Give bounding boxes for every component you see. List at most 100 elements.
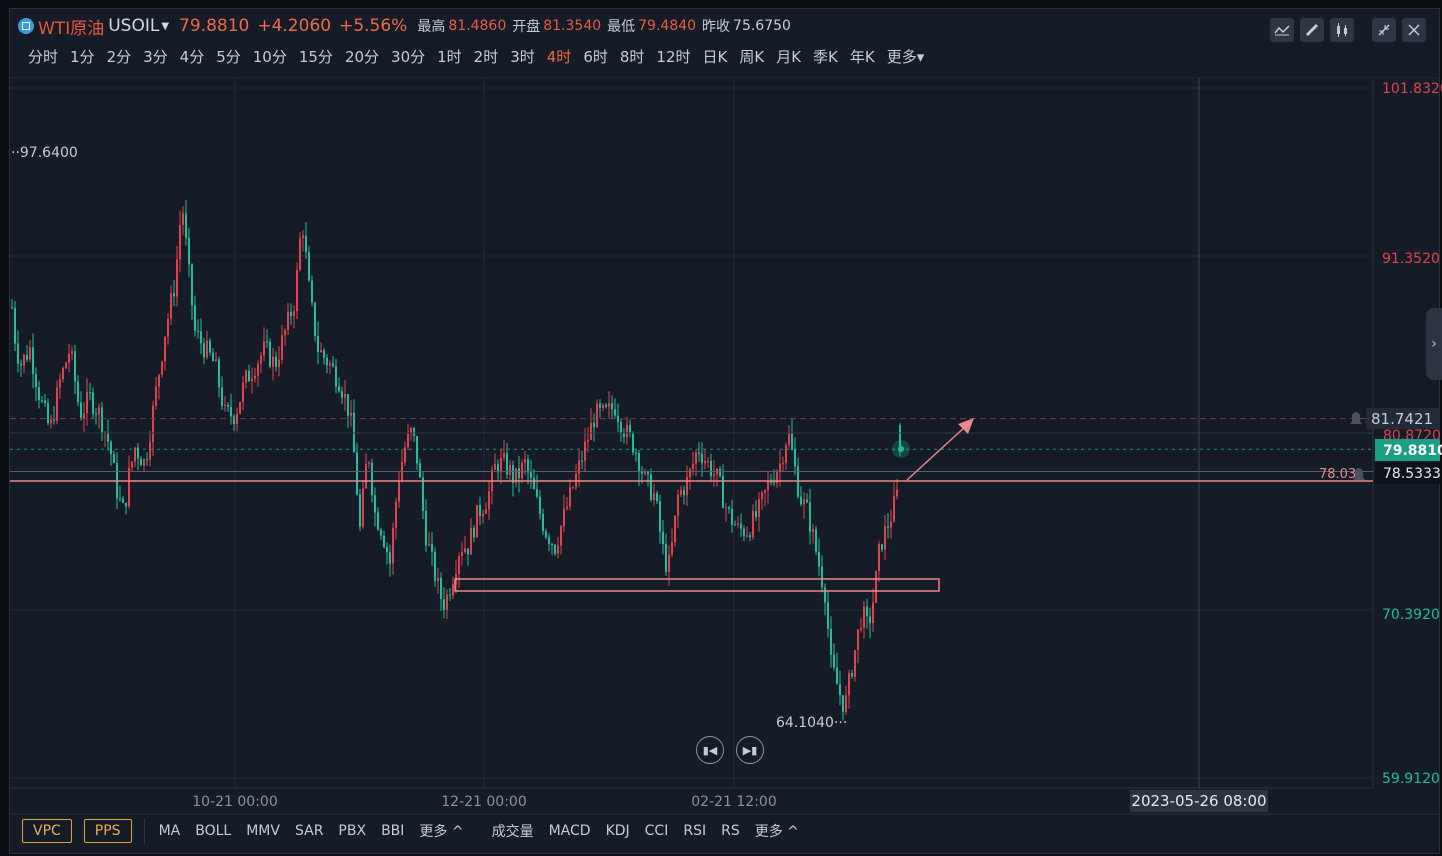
period-tab[interactable]: 月K [776,48,802,66]
candle-body [245,370,247,383]
candle-body [380,529,382,536]
candle-body [506,453,508,475]
period-tab[interactable]: 2时 [473,48,499,66]
indicator-rs[interactable]: RS [721,823,740,839]
candle-body [296,270,298,312]
indicator-cci[interactable]: CCI [644,823,669,839]
period-tab[interactable]: 4时 [546,48,572,66]
candlestick-icon[interactable] [1330,18,1354,42]
indicator-bar: VPC PPS MA BOLL MMV SAR PBX BBI 更多 ^ 成交量… [22,818,814,844]
period-tab[interactable]: 20分 [344,48,380,66]
candle-body [599,403,601,408]
main-indicators-more[interactable]: 更多 ^ [419,824,464,840]
symbol-name[interactable]: WTI原油 [38,18,105,39]
pulse-dot [898,446,904,452]
symbol-icon [18,18,34,34]
candle-body [452,584,454,596]
candle-body [209,340,211,353]
symbol-code[interactable]: USOIL [108,16,160,36]
period-tab[interactable]: 2分 [106,48,132,66]
candle-body [761,492,763,500]
indicator-pbx[interactable]: PBX [338,823,367,839]
period-tab[interactable]: 周K [739,48,765,66]
current-price-box [1375,439,1440,461]
candle-body [332,363,334,367]
candle-body [560,526,562,546]
period-tab[interactable]: 季K [813,48,838,66]
indicator-rsi[interactable]: RSI [683,823,707,839]
candle-body [29,347,31,360]
candle-body [719,468,721,476]
indicator-kdj[interactable]: KDJ [605,823,630,839]
period-tab[interactable]: 8时 [619,48,645,66]
indicator-ma[interactable]: MA [158,823,181,839]
candle-body [818,551,820,567]
pencil-icon[interactable] [1300,18,1324,42]
candle-body [431,543,433,552]
candle-body [890,521,892,528]
indicator-sar[interactable]: SAR [294,823,324,839]
close-icon[interactable] [1402,18,1426,42]
candle-body [647,471,649,475]
prev-step-icon[interactable]: ▮◀ [696,736,724,764]
period-tab[interactable]: 分时 [28,48,59,66]
caret-down-icon[interactable]: ▼ [161,20,170,32]
candle-body [848,673,850,696]
symbol-header: WTI原油 USOIL ▼ 79.8810 +4.2060 +5.56% 最高 … [18,14,797,39]
period-tab[interactable]: 年K [849,48,875,66]
candle-body [392,527,394,564]
period-tab[interactable]: 30分 [391,48,426,66]
indicator-macd[interactable]: MACD [548,823,591,839]
candle-body [74,351,76,382]
candle-body [845,695,847,712]
candle-body [749,535,751,538]
period-tab[interactable]: 日K [702,48,728,66]
candle-body [284,330,286,336]
collapse-icon[interactable] [1372,18,1396,42]
candle-body [731,508,733,525]
period-tab[interactable]: 12时 [656,48,691,66]
candle-body [242,382,244,402]
candle-body [233,416,235,424]
candle-body [485,509,487,514]
candle-body [41,400,43,402]
candle-body [467,548,469,555]
indicator-mmv[interactable]: MMV [246,823,280,839]
candle-body [497,464,499,473]
indicator-volume[interactable]: 成交量 [491,824,534,840]
chevron-right-icon[interactable]: › [1426,308,1442,380]
period-tab[interactable]: 1分 [70,48,95,66]
candle-body [713,474,715,477]
candle-body [794,449,796,467]
next-step-icon[interactable]: ▶▮ [736,736,764,764]
time-tick-label: 12-21 00:00 [441,794,526,810]
indicator-bbi[interactable]: BBI [381,823,405,839]
candle-body [710,460,712,477]
high-value: 81.4860 [448,18,507,34]
period-tab[interactable]: 6时 [583,48,608,66]
candle-body [212,352,214,362]
candle-body [308,252,310,281]
candle-body [875,570,877,603]
period-tab[interactable]: 1时 [437,48,462,66]
candle-body [83,413,85,419]
candle-body [884,526,886,550]
period-tab[interactable]: 5分 [216,48,241,66]
period-tab[interactable]: 10分 [252,48,287,66]
indicator-boll[interactable]: BOLL [195,823,232,839]
vpc-button[interactable]: VPC [22,819,72,843]
pps-button[interactable]: PPS [83,819,132,843]
line-chart-icon[interactable] [1270,18,1294,42]
period-tab[interactable]: 更多▾ [886,48,925,66]
period-tab[interactable]: 4分 [179,48,205,66]
period-tab[interactable]: 3分 [143,48,168,66]
period-tab[interactable]: 15分 [298,48,333,66]
candle-body [449,594,451,596]
candle-body [14,307,16,344]
sub-indicators-more[interactable]: 更多 ^ [754,824,799,840]
candle-body [302,235,304,238]
candle-body [317,335,319,353]
period-tab[interactable]: 3时 [510,48,535,66]
candle-body [236,413,238,424]
